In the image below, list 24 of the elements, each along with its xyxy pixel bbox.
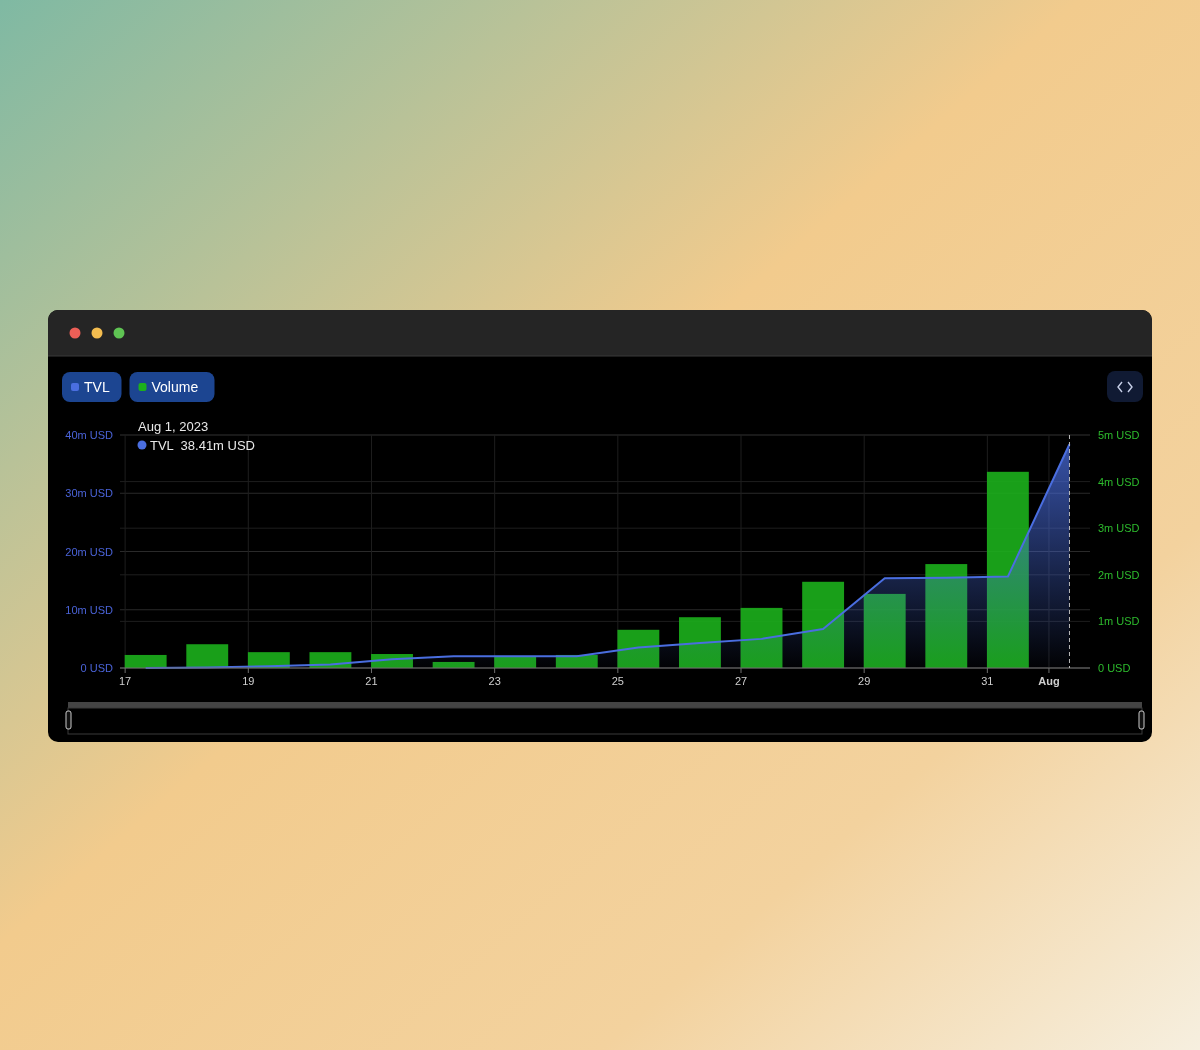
annotation: TVL 38.41m USD	[150, 438, 256, 453]
y-tick-label: 30m USD	[65, 487, 114, 500]
y2-tick-label: 1m USD	[1098, 615, 1140, 628]
x-tick-label: 27	[734, 675, 748, 687]
y2-tick-label: 0 USD	[1098, 662, 1131, 674]
x-tick-label: 31	[981, 675, 994, 687]
y-tick-label: 0 USD	[80, 662, 114, 674]
x-tick-label: 29	[858, 675, 871, 687]
x-tick-label: 17	[119, 675, 132, 687]
x-tick-label: Aug	[1038, 675, 1060, 687]
y-tick-label: 10m USD	[65, 603, 114, 616]
legend-label: TVL	[84, 379, 110, 395]
y2-tick-label: 5m USD	[1098, 429, 1140, 441]
y2-tick-label: 4m USD	[1098, 475, 1140, 488]
x-tick-label: 19	[242, 675, 255, 687]
y-tick-label: 40m USD	[65, 429, 114, 441]
y-tick-label: 20m USD	[65, 545, 114, 558]
x-tick-label: 25	[611, 675, 624, 687]
legend-label: Volume	[151, 379, 199, 395]
x-tick-label: 21	[365, 675, 378, 687]
y2-tick-label: 2m USD	[1098, 568, 1140, 581]
y2-tick-label: 3m USD	[1098, 522, 1140, 535]
text: Aug 1, 2023	[138, 419, 209, 434]
x-tick-label: 23	[488, 675, 501, 687]
